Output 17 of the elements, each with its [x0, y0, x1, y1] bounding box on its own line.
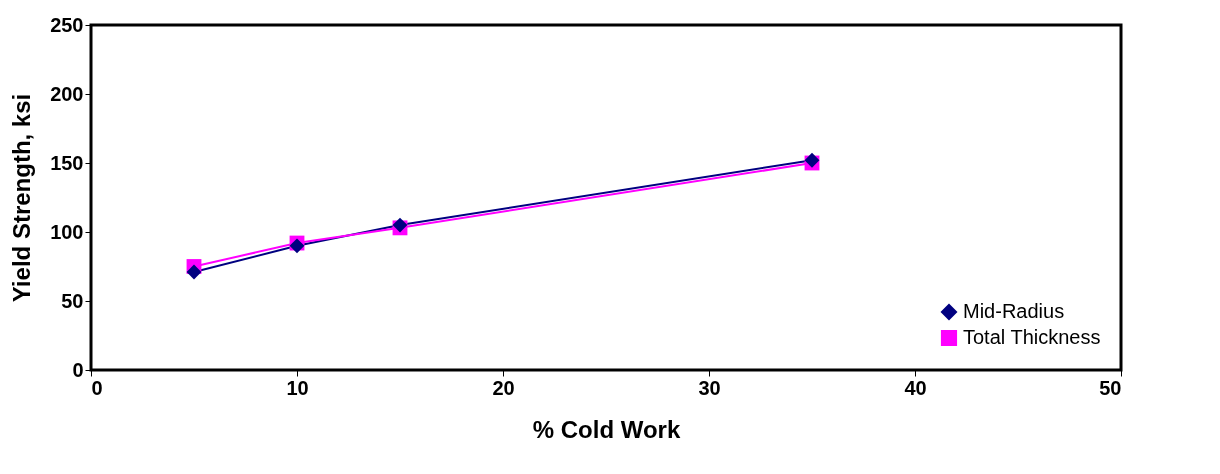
x-tick-label: 10	[286, 376, 309, 399]
x-tick-label: 20	[492, 376, 515, 399]
y-tick-label: 50	[61, 289, 84, 312]
y-tick-label: 250	[50, 13, 84, 36]
point	[186, 264, 202, 280]
legend-label: Mid-Radius	[963, 300, 1065, 322]
y-tick-label: 150	[50, 151, 84, 174]
x-tick-label: 50	[1099, 376, 1122, 399]
x-axis-title: % Cold Work	[532, 415, 681, 443]
y-axis-title: Yield Strength, ksi	[8, 93, 36, 303]
y-tick-label: 200	[50, 82, 84, 105]
x-tick-label: 30	[698, 376, 721, 399]
y-tick-label: 100	[50, 220, 84, 243]
x-tick-label: 0	[91, 376, 103, 399]
legend-label: Total Thickness	[963, 326, 1101, 348]
x-tick-label: 40	[904, 376, 927, 399]
y-tick-label: 0	[72, 358, 84, 381]
